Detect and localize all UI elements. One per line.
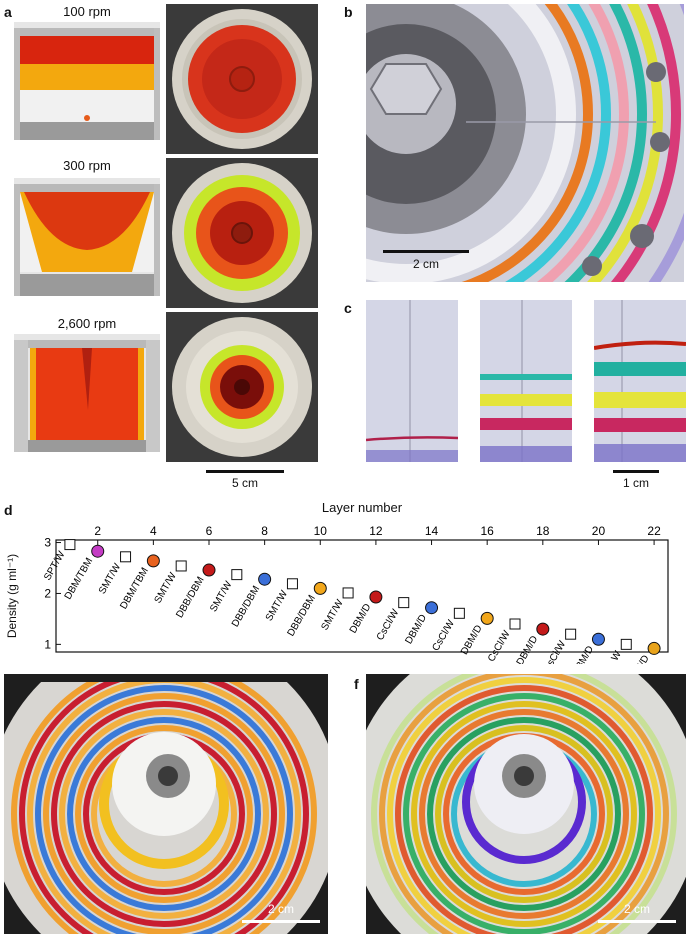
- data-point-circle: [536, 622, 550, 636]
- top-view-photo-300rpm: [166, 158, 318, 308]
- panel-letter-b: b: [344, 4, 353, 20]
- data-point-label: CsCl/W: [542, 639, 569, 664]
- scale-label-b: 2 cm: [412, 257, 439, 271]
- data-point-circle: [647, 641, 661, 655]
- data-point-circle: [258, 572, 272, 586]
- data-point-circle: [146, 554, 160, 568]
- data-point-label: DBM/TBM: [118, 566, 151, 611]
- data-point-label: DBB/DBM: [174, 575, 206, 620]
- data-point-circle: [425, 601, 439, 615]
- x-tick-label: 10: [314, 524, 328, 538]
- x-tick-label: 16: [481, 524, 495, 538]
- y-axis-label: Density (g ml⁻¹): [5, 554, 19, 638]
- panel-letter-a: a: [4, 4, 12, 20]
- data-point-square: [286, 578, 298, 590]
- data-point-square: [620, 638, 632, 650]
- data-point-label: SMT/W: [97, 561, 123, 596]
- photo-panel-c-1: [366, 300, 458, 462]
- data-point-label: CsCl/W: [375, 607, 402, 642]
- data-point-label: SMT/W: [208, 579, 234, 614]
- data-point-label: DBM/D: [515, 634, 541, 664]
- x-tick-label: 2: [94, 524, 101, 538]
- data-point-label: DBB/DBM: [230, 584, 262, 629]
- data-point-square: [453, 607, 465, 619]
- side-view-photo-2600rpm: [14, 334, 160, 452]
- rpm-label-2600: 2,600 rpm: [57, 316, 117, 331]
- panel-letter-f: f: [354, 676, 359, 692]
- data-point-label: CsCl/W: [486, 629, 513, 664]
- data-point-square: [64, 539, 76, 551]
- data-point-label: DBM/TBM: [63, 556, 96, 601]
- rpm-label-300: 300 rpm: [63, 158, 111, 173]
- data-point-label: DBM/D: [348, 602, 374, 635]
- data-point-label: SMT/W: [153, 570, 179, 605]
- x-tick-label: 4: [150, 524, 157, 538]
- data-point-square: [509, 618, 521, 630]
- plot-frame: [55, 539, 669, 653]
- scale-bar-e: [242, 920, 320, 923]
- data-point-label: SPT/W: [42, 549, 68, 582]
- scale-label-f: 2 cm: [623, 902, 650, 916]
- scale-bar-f: [598, 920, 676, 923]
- x-tick-label: 18: [536, 524, 550, 538]
- y-tick-label: 3: [44, 536, 51, 550]
- photo-panel-e: [4, 674, 328, 934]
- data-point-label: DBM/D: [570, 644, 596, 664]
- scale-bar-b: [383, 250, 469, 253]
- data-point-circle: [313, 581, 327, 595]
- data-point-square: [231, 569, 243, 581]
- x-tick-label: 22: [647, 524, 661, 538]
- x-tick-label: 12: [369, 524, 383, 538]
- data-point-label: DBB/DBM: [286, 593, 318, 638]
- photo-panel-f: [366, 674, 686, 934]
- x-tick-label: 20: [592, 524, 606, 538]
- y-tick-label: 1: [44, 637, 51, 651]
- photo-panel-c-2: [480, 300, 572, 462]
- data-point-label: DBM/D: [404, 613, 430, 646]
- x-tick-label: 14: [425, 524, 439, 538]
- data-point-square: [398, 597, 410, 609]
- data-point-label: SMT/W: [264, 588, 290, 623]
- top-view-photo-100rpm: [166, 4, 318, 154]
- x-tick-label: 8: [261, 524, 268, 538]
- data-point-circle: [369, 590, 383, 604]
- rpm-label-100: 100 rpm: [63, 4, 111, 19]
- data-point-circle: [91, 544, 105, 558]
- side-view-photo-100rpm: [14, 22, 160, 140]
- data-point-square: [565, 628, 577, 640]
- scale-bar-a: [206, 470, 284, 473]
- panel-letter-d: d: [4, 502, 13, 518]
- side-view-photo-300rpm: [14, 178, 160, 296]
- scale-label-a: 5 cm: [231, 476, 258, 490]
- x-tick-label: 6: [206, 524, 213, 538]
- data-point-square: [120, 551, 132, 563]
- data-point-label: DBM/D: [626, 653, 652, 664]
- photo-panel-b: [366, 4, 684, 282]
- data-point-circle: [591, 632, 605, 646]
- data-point-square: [342, 587, 354, 599]
- scale-label-e: 2 cm: [267, 902, 294, 916]
- data-point-label: CsCl/W: [430, 618, 457, 653]
- scale-bar-c: [613, 470, 659, 473]
- top-view-photo-2600rpm: [166, 312, 318, 462]
- data-point-circle: [202, 563, 216, 577]
- data-point-circle: [480, 611, 494, 625]
- data-point-square: [175, 560, 187, 572]
- photo-panel-c-3: [594, 300, 686, 462]
- y-tick-label: 2: [44, 586, 51, 600]
- scale-label-c: 1 cm: [622, 476, 649, 490]
- x-axis-label: Layer number: [322, 500, 403, 515]
- data-point-label: W: [610, 649, 625, 663]
- density-chart: Layer number Density (g ml⁻¹) 2 4 6 8 10 12 14…: [5, 500, 669, 664]
- data-point-label: SMT/W: [319, 597, 345, 632]
- panel-letter-c: c: [344, 300, 352, 316]
